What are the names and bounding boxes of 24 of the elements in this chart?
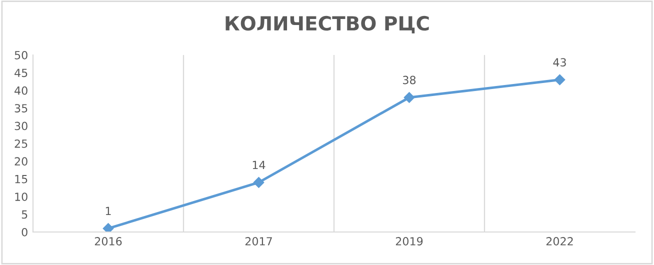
x-tick-label: 2022 — [546, 237, 573, 246]
point — [404, 92, 415, 103]
y-tick-label: 10 — [15, 192, 28, 201]
y-tick-label: 0 — [22, 228, 28, 236]
y-tick-label: 45 — [14, 68, 28, 78]
y-tick-label: 30 — [14, 122, 28, 130]
y-tick-label: 50 — [14, 50, 28, 60]
y-tick-label: 15 — [15, 175, 28, 184]
y-tick-label: 40 — [14, 86, 28, 95]
x-tick-label: 2017 — [245, 237, 272, 246]
x-tick-label: 2016 — [94, 237, 122, 246]
point — [102, 223, 114, 232]
y-tick-label: 20 — [14, 157, 28, 166]
y-tick-label: 25 — [14, 139, 28, 148]
point — [554, 74, 566, 86]
y-tick-label: 5 — [22, 210, 28, 219]
data-label: 14 — [252, 160, 266, 170]
data-label: 1 — [106, 206, 111, 216]
data-label: 38 — [403, 76, 416, 84]
data-label: 43 — [553, 58, 566, 67]
chart-title: КОЛИЧЕСТВО РЦС — [226, 16, 429, 34]
point — [253, 177, 264, 188]
x-tick-label: 2019 — [396, 237, 423, 246]
y-tick-label: 35 — [14, 104, 28, 112]
